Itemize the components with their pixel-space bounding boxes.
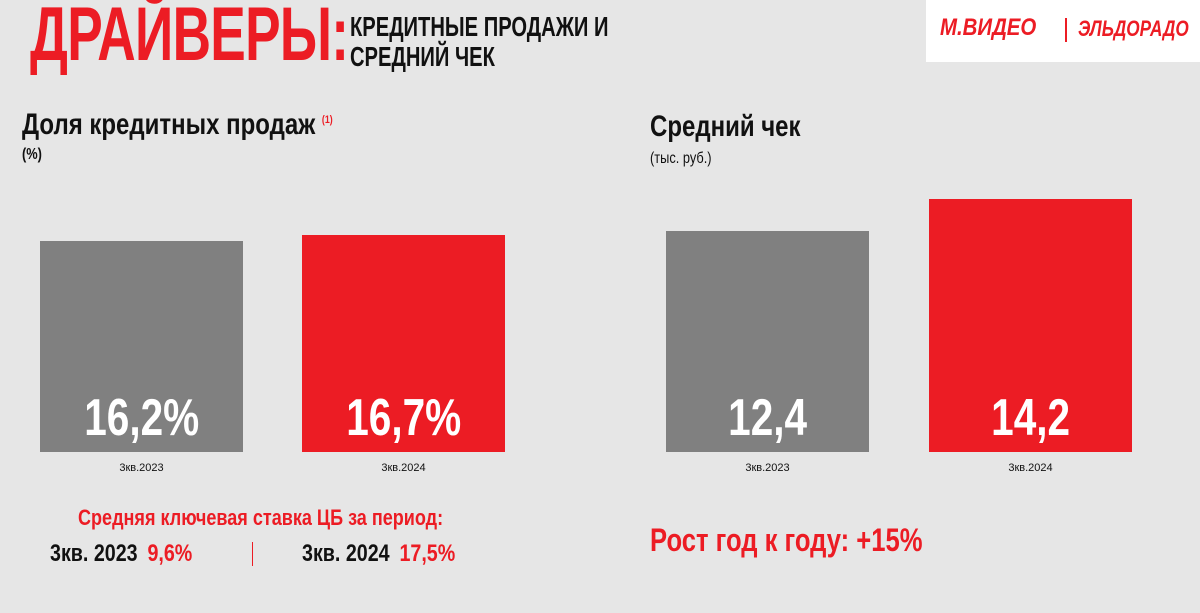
key-rate-divider [252, 542, 253, 566]
key-rate-item-2023: 3кв. 2023 9,6% [50, 540, 192, 568]
chart-bar: 14,2 [929, 199, 1132, 452]
bar-value-label: 12,4 [728, 389, 807, 447]
key-rate-value: 17,5% [399, 540, 456, 567]
page-subtitle-line2: СРЕДНИЙ ЧЕК [350, 41, 495, 72]
chart-bar: 12,4 [666, 231, 869, 452]
key-rate-title: Средняя ключевая ставка ЦБ за период: [78, 505, 444, 530]
page-title: ДРАЙВЕРЫ: [30, 0, 349, 77]
key-rate-label: 3кв. 2024 [302, 540, 390, 567]
page-subtitle-line1: КРЕДИТНЫЕ ПРОДАЖИ И [350, 11, 609, 42]
bar-value-label: 16,7% [345, 389, 461, 447]
x-tick-label: 3кв.2023 [745, 462, 790, 474]
credit-chart-footnote: (1) [321, 114, 333, 126]
brand-logo-box [926, 0, 1200, 62]
credit-chart-title: Доля кредитных продаж (1) [22, 108, 333, 142]
credit-chart-unit: (%) [22, 146, 42, 163]
yoy-growth-text: Рост год к году: +15% [650, 522, 923, 558]
bar-value-label: 14,2 [991, 389, 1070, 447]
key-rate-item-2024: 3кв. 2024 17,5% [302, 540, 455, 568]
chart-bar: 16,2% [40, 241, 243, 452]
key-rate-value: 9,6% [147, 540, 193, 567]
x-tick-label: 3кв.2024 [381, 462, 426, 474]
bar-value-label: 16,2% [83, 389, 199, 447]
credit-chart-title-text: Доля кредитных продаж [22, 108, 316, 141]
mvideo-logo: М.ВИДЕО [940, 14, 1037, 41]
eldorado-logo: ЭЛЬДОРАДО [1078, 16, 1189, 41]
x-tick-label: 3кв.2023 [119, 462, 164, 474]
check-chart-title: Средний чек [650, 110, 801, 143]
logo-divider [1065, 18, 1067, 42]
key-rate-label: 3кв. 2023 [50, 540, 138, 567]
x-tick-label: 3кв.2024 [1008, 462, 1053, 474]
chart-bar: 16,7% [302, 235, 505, 452]
page-subtitle: КРЕДИТНЫЕ ПРОДАЖИ И СРЕДНИЙ ЧЕК [350, 12, 609, 72]
check-chart-unit: (тыс. руб.) [650, 150, 712, 167]
